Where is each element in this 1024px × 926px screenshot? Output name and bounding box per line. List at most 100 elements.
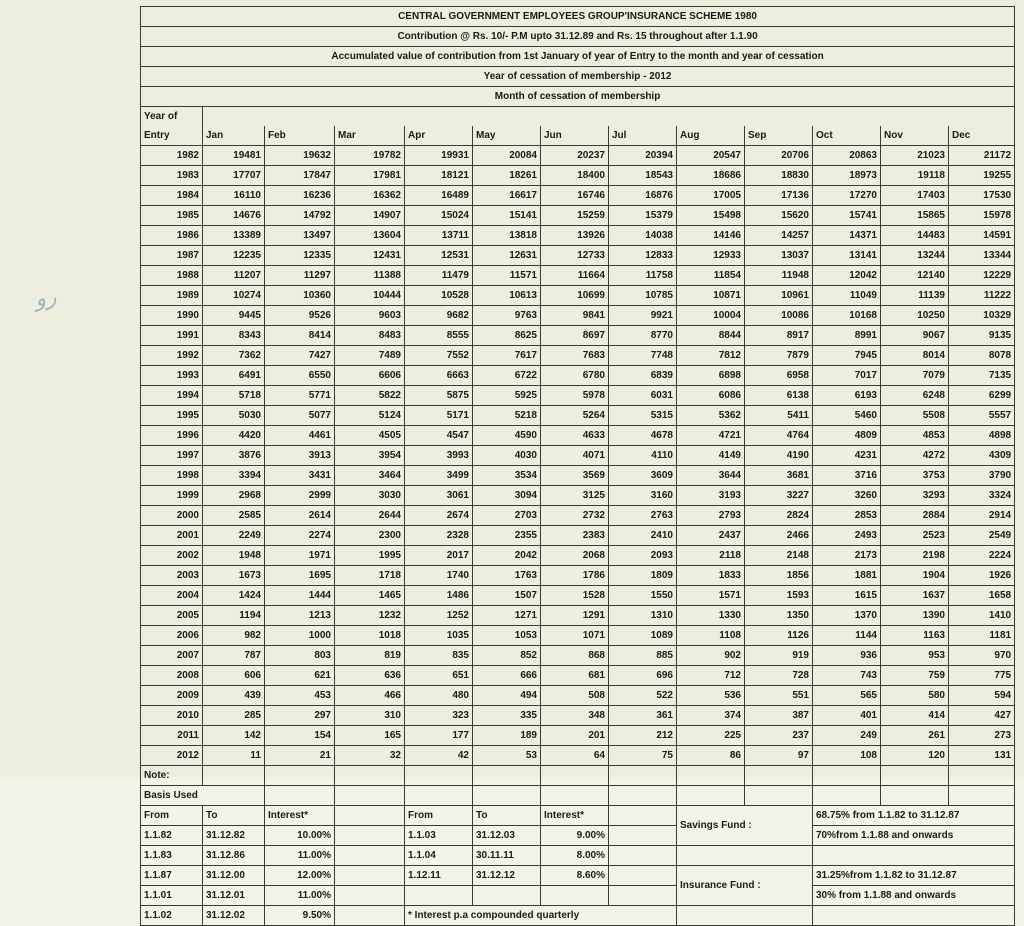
int-to: 30.11.11 xyxy=(473,846,541,866)
value-cell: 3876 xyxy=(203,446,265,466)
year-cell: 1988 xyxy=(141,266,203,286)
value-cell: 13926 xyxy=(541,226,609,246)
value-cell: 1718 xyxy=(335,566,405,586)
value-cell: 5460 xyxy=(813,406,881,426)
empty-cell xyxy=(335,806,405,826)
value-cell: 3293 xyxy=(881,486,949,506)
value-cell: 4309 xyxy=(949,446,1015,466)
table-row: 2009439453466480494508522536551565580594 xyxy=(141,686,1015,706)
value-cell: 7135 xyxy=(949,366,1015,386)
value-cell: 2355 xyxy=(473,526,541,546)
value-cell: 2732 xyxy=(541,506,609,526)
year-cell: 1987 xyxy=(141,246,203,266)
value-cell: 42 xyxy=(405,746,473,766)
value-cell: 6031 xyxy=(609,386,677,406)
value-cell: 1658 xyxy=(949,586,1015,606)
value-cell: 13604 xyxy=(335,226,405,246)
empty-cell xyxy=(813,786,881,806)
value-cell: 1291 xyxy=(541,606,609,626)
year-cell: 2012 xyxy=(141,746,203,766)
value-cell: 5171 xyxy=(405,406,473,426)
table-row: 1992736274277489755276177683774878127879… xyxy=(141,346,1015,366)
table-row: 2003167316951718174017631786180918331856… xyxy=(141,566,1015,586)
value-cell: 3790 xyxy=(949,466,1015,486)
year-cell: 1993 xyxy=(141,366,203,386)
table-row: 2005119412131232125212711291131013301350… xyxy=(141,606,1015,626)
value-cell: 10329 xyxy=(949,306,1015,326)
value-cell: 3753 xyxy=(881,466,949,486)
int-to: 31.12.00 xyxy=(203,866,265,886)
month-header: Jul xyxy=(609,126,677,146)
value-cell: 11664 xyxy=(541,266,609,286)
value-cell: 3431 xyxy=(265,466,335,486)
int-rate: 11.00% xyxy=(265,846,335,866)
value-cell: 2644 xyxy=(335,506,405,526)
year-cell: 2005 xyxy=(141,606,203,626)
insurance-2: 30% from 1.1.88 and onwards xyxy=(813,886,1015,906)
value-cell: 108 xyxy=(813,746,881,766)
value-cell: 16617 xyxy=(473,186,541,206)
month-header: Mar xyxy=(335,126,405,146)
year-cell: 1991 xyxy=(141,326,203,346)
empty-cell xyxy=(609,766,677,786)
value-cell: 1615 xyxy=(813,586,881,606)
value-cell: 4110 xyxy=(609,446,677,466)
title-5: Month of cessation of membership xyxy=(141,87,1015,107)
table-row: 2006982100010181035105310711089110811261… xyxy=(141,626,1015,646)
table-row: 1995503050775124517152185264531553625411… xyxy=(141,406,1015,426)
value-cell: 1213 xyxy=(265,606,335,626)
empty-cell xyxy=(541,766,609,786)
int-to: 31.12.01 xyxy=(203,886,265,906)
year-cell: 1997 xyxy=(141,446,203,466)
year-cell: 1984 xyxy=(141,186,203,206)
value-cell: 4272 xyxy=(881,446,949,466)
value-cell: 5508 xyxy=(881,406,949,426)
value-cell: 4420 xyxy=(203,426,265,446)
to-label: To xyxy=(203,806,265,826)
value-cell: 17005 xyxy=(677,186,745,206)
value-cell: 1809 xyxy=(609,566,677,586)
year-cell: 2002 xyxy=(141,546,203,566)
value-cell: 1310 xyxy=(609,606,677,626)
value-cell: 18543 xyxy=(609,166,677,186)
value-cell: 177 xyxy=(405,726,473,746)
value-cell: 13497 xyxy=(265,226,335,246)
value-cell: 13141 xyxy=(813,246,881,266)
value-cell: 323 xyxy=(405,706,473,726)
value-cell: 6839 xyxy=(609,366,677,386)
month-header: Sep xyxy=(745,126,813,146)
value-cell: 2914 xyxy=(949,506,1015,526)
value-cell: 4764 xyxy=(745,426,813,446)
int-rate: 8.00% xyxy=(541,846,609,866)
value-cell: 728 xyxy=(745,666,813,686)
value-cell: 285 xyxy=(203,706,265,726)
value-cell: 1571 xyxy=(677,586,745,606)
value-cell: 3030 xyxy=(335,486,405,506)
value-cell: 4809 xyxy=(813,426,881,446)
value-cell: 12631 xyxy=(473,246,541,266)
value-cell: 8770 xyxy=(609,326,677,346)
table-row: 1990944595269603968297639841992110004100… xyxy=(141,306,1015,326)
table-row: 2004142414441465148615071528155015711593… xyxy=(141,586,1015,606)
table-row: 1989102741036010444105281061310699107851… xyxy=(141,286,1015,306)
value-cell: 7017 xyxy=(813,366,881,386)
value-cell: 6491 xyxy=(203,366,265,386)
value-cell: 16746 xyxy=(541,186,609,206)
value-cell: 3227 xyxy=(745,486,813,506)
value-cell: 13818 xyxy=(473,226,541,246)
int-rate: 8.60% xyxy=(541,866,609,886)
year-cell: 1998 xyxy=(141,466,203,486)
empty-cell xyxy=(949,766,1015,786)
value-cell: 2300 xyxy=(335,526,405,546)
int-rate: 12.00% xyxy=(265,866,335,886)
value-cell: 21 xyxy=(265,746,335,766)
value-cell: 2410 xyxy=(609,526,677,546)
value-cell: 9921 xyxy=(609,306,677,326)
value-cell: 508 xyxy=(541,686,609,706)
value-cell: 12733 xyxy=(541,246,609,266)
year-cell: 2006 xyxy=(141,626,203,646)
empty-cell xyxy=(335,826,405,846)
value-cell: 1948 xyxy=(203,546,265,566)
year-cell: 1982 xyxy=(141,146,203,166)
value-cell: 2068 xyxy=(541,546,609,566)
